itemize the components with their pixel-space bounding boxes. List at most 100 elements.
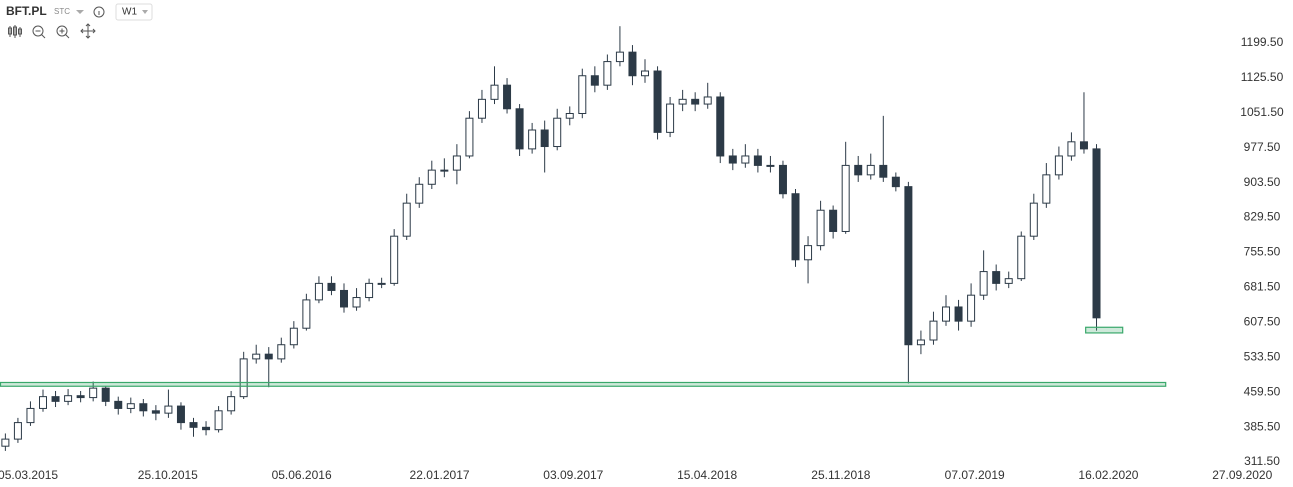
candle-body: [252, 353, 261, 360]
candle-body: [1029, 202, 1038, 237]
candle-body: [452, 155, 461, 171]
candle-body: [101, 387, 110, 402]
candle-body: [703, 96, 712, 105]
candle-body: [26, 407, 35, 424]
candle-body: [302, 299, 311, 329]
x-tick-label: 27.09.2020: [1212, 468, 1272, 482]
candle-body: [829, 209, 838, 232]
candle-body: [666, 103, 675, 133]
candle-body: [954, 306, 963, 322]
zoom-in-icon[interactable]: [56, 25, 70, 39]
pan-icon[interactable]: [80, 23, 96, 39]
candle-body: [891, 176, 900, 188]
candle-body: [114, 400, 123, 409]
candle-body: [490, 84, 499, 100]
candle-body: [866, 164, 875, 176]
candle-body: [277, 344, 286, 360]
candle-body: [653, 70, 662, 133]
candle-body: [189, 422, 198, 428]
candle-body: [841, 164, 850, 232]
y-tick-label: 1199.50: [1241, 35, 1284, 49]
candle-body: [1092, 148, 1101, 319]
candle-body: [352, 297, 361, 308]
candle-body: [314, 282, 323, 301]
y-tick-label: 903.50: [1244, 175, 1281, 189]
candle-body: [716, 96, 725, 157]
candle-body: [678, 98, 687, 105]
candle-body: [402, 202, 411, 237]
candle-body: [1042, 174, 1051, 204]
y-tick-label: 533.50: [1244, 349, 1281, 363]
y-tick-label: 755.50: [1244, 245, 1281, 259]
y-tick-label: 829.50: [1244, 210, 1281, 224]
chart-type-icon[interactable]: [8, 25, 22, 38]
candle-body: [164, 405, 173, 414]
interval[interactable]: W1: [122, 7, 137, 18]
candle-body: [590, 75, 599, 86]
candle-body: [151, 410, 160, 414]
candle-body: [1079, 141, 1088, 150]
candle-body: [264, 353, 273, 360]
candle-body: [465, 117, 474, 157]
symbol[interactable]: BFT.PL: [6, 4, 47, 18]
candle-body: [766, 164, 775, 167]
x-tick-label: 05.06.2016: [272, 468, 332, 482]
x-tick-label: 05.03.2015: [0, 468, 58, 482]
y-tick-label: 681.50: [1244, 280, 1281, 294]
x-tick-label: 07.07.2019: [945, 468, 1005, 482]
y-tick-label: 977.50: [1244, 140, 1281, 154]
candle-body: [565, 112, 574, 119]
candle-body: [1054, 155, 1063, 176]
candle-body: [578, 75, 587, 114]
x-tick-label: 25.11.2018: [811, 468, 870, 482]
toolbar: BFT.PL STC W1: [6, 3, 153, 39]
candle-body: [1, 438, 10, 447]
x-tick-label: 25.10.2015: [138, 468, 198, 482]
candle-body: [139, 403, 148, 412]
candle-body: [51, 396, 60, 402]
y-tick-label: 1051.50: [1240, 105, 1284, 119]
y-tick-label: 1125.50: [1241, 70, 1284, 84]
interval-caret: [142, 10, 148, 14]
candle-body: [327, 282, 336, 291]
dropdown-caret[interactable]: [76, 10, 84, 14]
candle-body: [603, 61, 612, 86]
zoom-out-icon[interactable]: [32, 25, 46, 39]
y-tick-label: 607.50: [1244, 314, 1281, 328]
candle-body: [628, 51, 637, 77]
candle-body: [791, 193, 800, 261]
x-tick-label: 15.04.2018: [677, 468, 737, 482]
candle-body: [64, 395, 73, 402]
x-tick-label: 22.01.2017: [410, 468, 470, 482]
candle-body: [1004, 278, 1013, 284]
info-icon[interactable]: [93, 6, 105, 18]
candle-body: [340, 289, 349, 308]
candle-body: [641, 70, 650, 77]
candle-body: [553, 117, 562, 148]
candle-body: [176, 405, 185, 424]
candle-body: [615, 51, 624, 63]
candle-body: [227, 396, 236, 412]
x-tick-label: 03.09.2017: [543, 468, 603, 482]
interval-box[interactable]: [115, 3, 153, 21]
candle-body: [427, 169, 436, 185]
candle-body: [929, 320, 938, 341]
candle-body: [778, 164, 787, 195]
candle-body: [126, 403, 135, 409]
candle-body: [916, 339, 925, 346]
candle-body: [39, 396, 48, 409]
group[interactable]: STC: [54, 7, 70, 16]
candle-body: [415, 183, 424, 204]
y-tick-label: 311.50: [1244, 454, 1280, 468]
candle-body: [377, 282, 386, 285]
y-tick-label: 459.50: [1244, 384, 1281, 398]
candle-body: [89, 387, 98, 399]
candle-body: [879, 164, 888, 178]
candle-body: [365, 282, 374, 299]
y-tick-label: 385.50: [1244, 419, 1281, 433]
candle-body: [854, 164, 863, 176]
candle-body: [289, 327, 298, 346]
candle-body: [816, 209, 825, 247]
candle-body: [540, 129, 549, 148]
candle-body: [390, 235, 399, 284]
